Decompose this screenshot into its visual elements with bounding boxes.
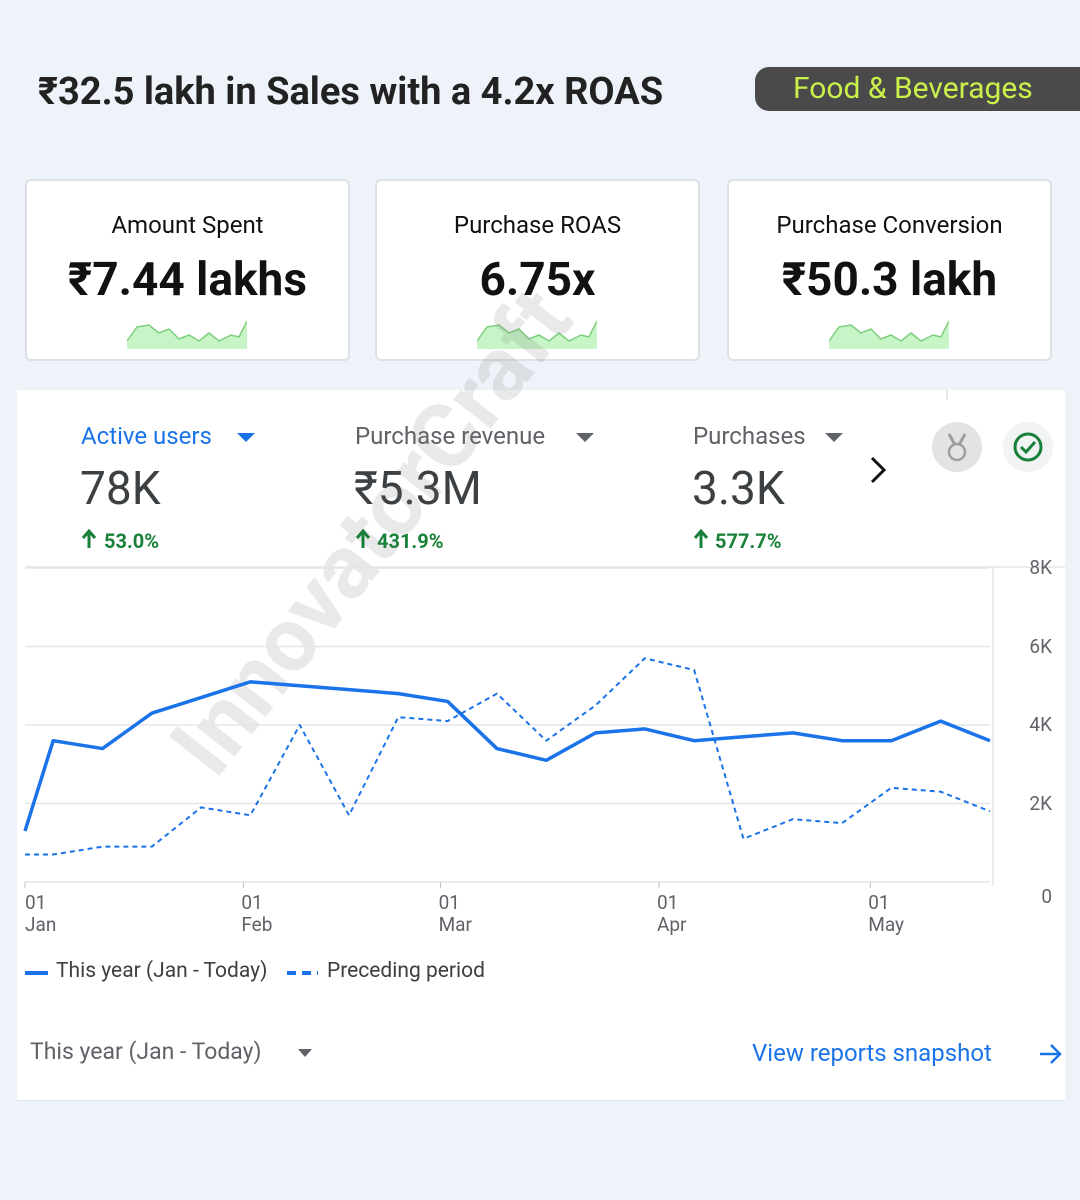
analytics-panel: [17, 390, 1065, 1101]
x-tick-label: 01 Feb: [241, 891, 273, 936]
metric-value: 3.3K: [692, 462, 785, 516]
kpi-value: ₹50.3 lakh: [781, 253, 998, 307]
sparkline: [829, 320, 949, 349]
line-series: [25, 657, 991, 856]
metric-label[interactable]: Purchase revenue: [355, 422, 546, 450]
x-tick-label: 01 Mar: [438, 891, 472, 936]
kpi-value: ₹7.44 lakhs: [68, 253, 307, 307]
kpi-label: Purchase Conversion: [776, 211, 1003, 239]
kpi-value: 6.75x: [479, 253, 596, 307]
icons: [25, 390, 1065, 1064]
sparkline: [477, 320, 597, 349]
metric-label[interactable]: Active users: [81, 422, 212, 450]
y-tick-label: 4K: [1029, 713, 1052, 736]
kpi-label: Purchase ROAS: [453, 211, 622, 239]
y-tick-label: 2K: [1029, 791, 1052, 815]
legend-label: This year (Jan - Today): [56, 959, 268, 983]
x-tick-label: 01 Apr: [656, 891, 687, 936]
legend-label: Preceding period: [327, 959, 485, 983]
metric-change: 577.7%: [715, 529, 782, 553]
metric-value: ₹5.3M: [354, 462, 482, 516]
kpi-card: Purchase Conversion ₹50.3 lakh: [727, 179, 1052, 361]
title: ₹32.5 lakh in Sales with a 4.2x ROAS: [38, 70, 664, 114]
date-range-dropdown[interactable]: This year (Jan - Today): [30, 1038, 262, 1065]
kpi-card: Purchase ROAS 6.75x: [375, 179, 700, 361]
y-tick-label: 6K: [1029, 634, 1052, 658]
metric-label[interactable]: Purchases: [693, 422, 806, 450]
line-series: [23, 680, 991, 832]
sparkline: [127, 320, 247, 349]
metric-change: 431.9%: [377, 529, 444, 553]
tag-text: Food & Beverages: [793, 71, 1033, 106]
x-tick-label: 01 Jan: [25, 891, 57, 936]
kpi-card: Amount Spent ₹7.44 lakhs: [25, 179, 350, 361]
kpi-label: Amount Spent: [111, 211, 264, 239]
view-reports-link[interactable]: View reports snapshot: [752, 1039, 992, 1067]
category-tag: Food & Beverages: [755, 67, 1080, 111]
y-tick-label: 8K: [1029, 556, 1052, 579]
metric-value: 78K: [80, 462, 161, 516]
y-tick-label: 0: [1041, 885, 1052, 908]
metric-change: 53.0%: [104, 529, 160, 553]
x-tick-label: 01 May: [868, 891, 905, 936]
